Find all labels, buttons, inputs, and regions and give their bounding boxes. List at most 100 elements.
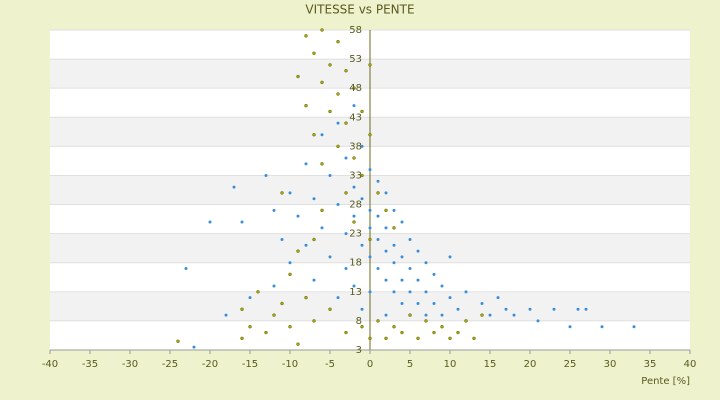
y-tick-label: 38 [349,141,362,152]
x-tick-label: 35 [644,359,657,370]
point [240,220,244,224]
point [336,144,340,149]
y-tick-label: 33 [349,170,362,181]
point [392,290,396,294]
point [352,156,356,160]
point [336,39,340,44]
point [392,226,396,230]
point [296,342,300,346]
point [440,284,444,288]
point [304,103,308,108]
point [376,214,380,218]
y-tick-label: 13 [349,287,362,298]
plot-area [50,29,690,351]
point [248,325,252,329]
point [232,185,236,189]
point [600,325,604,329]
point [408,267,412,271]
point [368,63,372,67]
point [424,290,428,294]
point [368,255,372,259]
point [360,243,364,247]
point [552,307,556,311]
point [392,243,396,247]
point [288,191,292,195]
point [448,255,452,259]
point [480,301,484,305]
point [352,220,356,224]
point [392,325,396,329]
point [456,330,460,335]
point [312,237,316,242]
point [632,325,636,329]
point [352,214,356,218]
x-tick-label: -25 [162,359,178,370]
point [400,220,404,224]
x-tick-label: 25 [564,359,577,370]
point [384,208,388,213]
point [176,339,180,343]
point [384,191,388,195]
point [288,261,292,265]
point [408,237,412,241]
point [368,237,372,242]
x-tick-label: -20 [202,359,218,370]
point [344,267,348,271]
y-tick-label: 58 [349,25,362,36]
point [440,313,444,317]
y-tick-label: 8 [356,316,362,327]
point [384,226,388,230]
point [368,208,372,212]
x-tick-label: -10 [282,359,298,370]
point [512,313,516,317]
point [416,301,420,305]
point [448,336,452,341]
point [432,272,436,276]
point [416,336,420,341]
x-tick-label: -5 [325,359,335,370]
point [312,133,316,137]
chart-title: VITESSE vs PENTE [305,3,414,17]
point [320,162,324,166]
point [328,63,332,67]
point [240,336,244,341]
point [528,307,532,311]
point [536,319,540,323]
point [384,249,388,253]
point [320,208,324,213]
point [376,319,380,323]
point [336,296,340,300]
point [344,69,348,73]
x-tick-label: -30 [122,359,138,370]
point [432,330,436,335]
point [352,185,356,189]
point [184,267,188,271]
point [336,203,340,207]
point [304,243,308,247]
point [352,104,356,108]
point [280,191,284,195]
point [320,80,324,85]
point [416,249,420,253]
point [400,255,404,259]
y-tick-label: 48 [349,83,362,94]
point [392,208,396,212]
point [344,191,348,195]
y-tick-label: 43 [349,112,362,123]
point [368,290,372,294]
point [344,156,348,160]
point [360,109,364,114]
point [568,325,572,329]
point [360,197,364,201]
point [360,325,364,329]
point [208,220,212,224]
point [192,345,196,349]
x-tick-label: -40 [42,359,58,370]
point [304,295,308,300]
point [312,197,316,201]
x-tick-label: -35 [82,359,98,370]
y-tick-label: 28 [349,200,362,211]
point [248,296,252,300]
point [368,336,372,341]
